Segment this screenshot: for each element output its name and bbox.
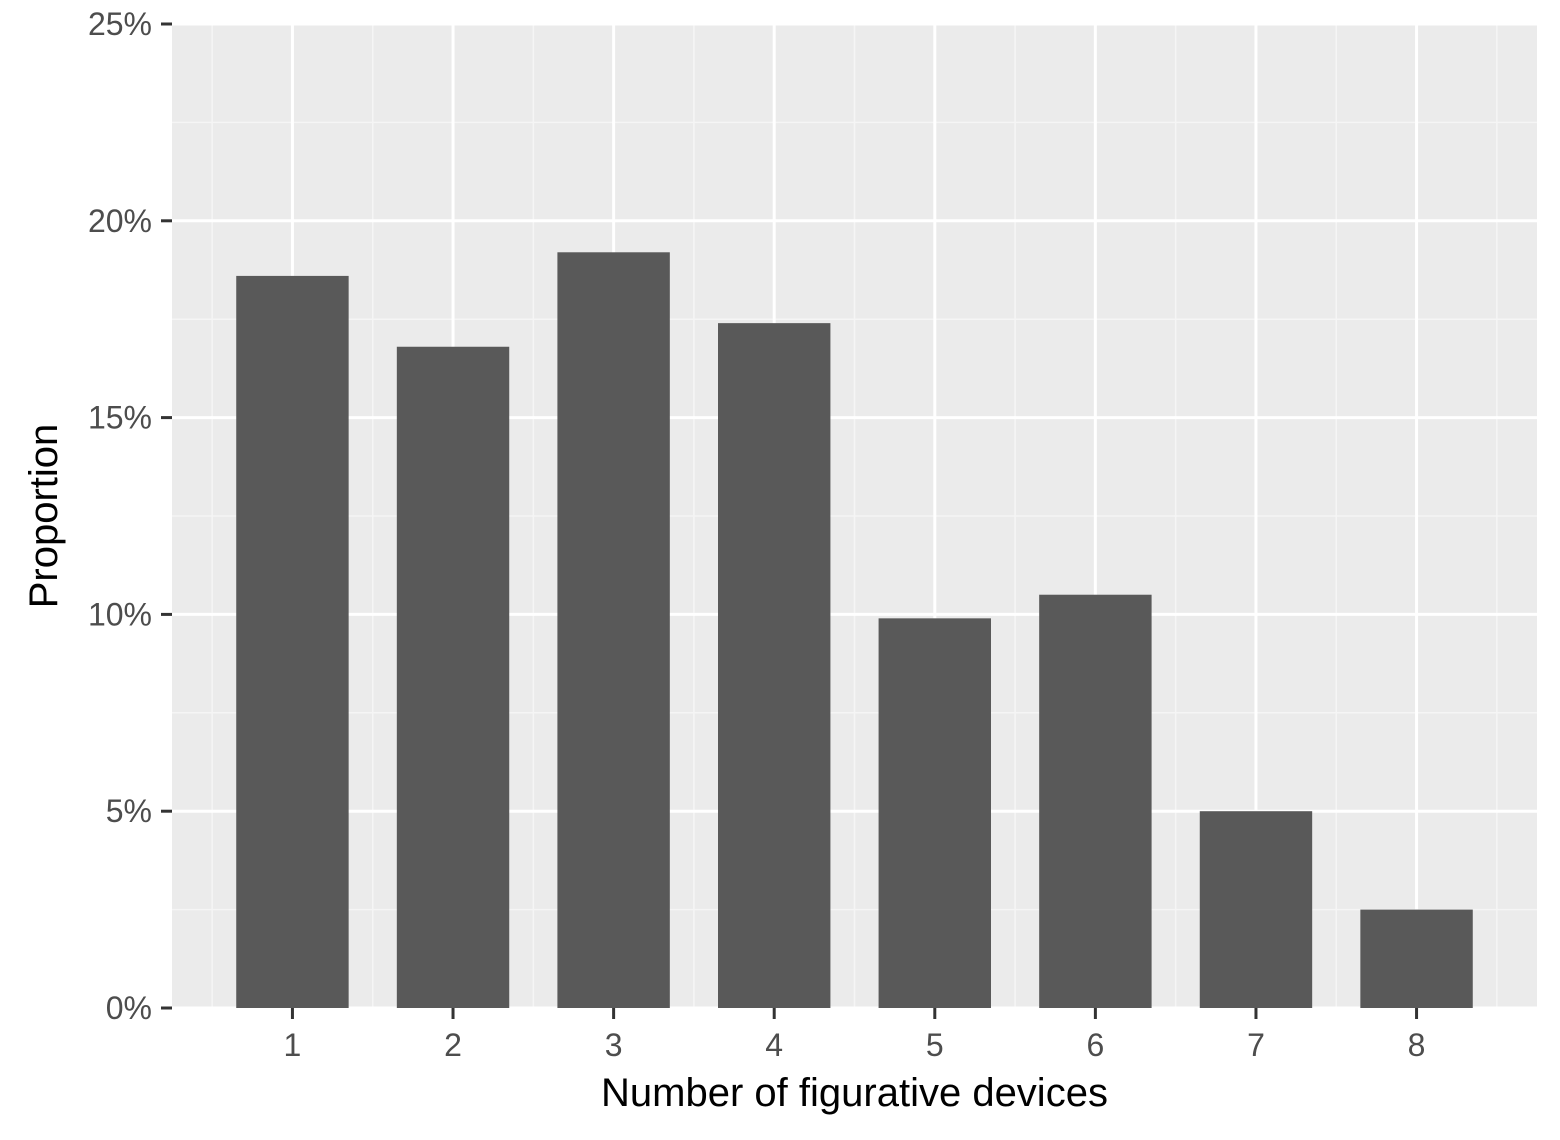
x-axis-title: Number of figurative devices: [601, 1071, 1108, 1115]
x-tick-label: 8: [1408, 1027, 1426, 1063]
y-tick-label: 5%: [106, 793, 152, 829]
y-axis-title: Proportion: [22, 424, 66, 609]
y-axis: 0% 5% 10% 15% 20% 25%: [88, 6, 172, 1026]
bar-1: [236, 275, 349, 1008]
bars: [236, 252, 1473, 1009]
y-tick-label: 10%: [88, 596, 152, 632]
bar-6: [1039, 594, 1152, 1008]
bar-2: [396, 346, 510, 1008]
x-tick-label: 4: [765, 1027, 783, 1063]
bar-8: [1360, 909, 1473, 1008]
y-tick-label: 0%: [106, 990, 152, 1026]
x-tick-label: 6: [1086, 1027, 1104, 1063]
bar-7: [1199, 811, 1313, 1008]
bar-4: [718, 323, 831, 1008]
x-tick-label: 7: [1247, 1027, 1265, 1063]
x-tick-label: 2: [444, 1027, 462, 1063]
y-tick-label: 15%: [88, 400, 152, 436]
bar-5: [878, 618, 991, 1008]
y-tick-label: 25%: [88, 6, 152, 42]
x-tick-label: 1: [284, 1027, 302, 1063]
x-tick-label: 3: [605, 1027, 623, 1063]
x-axis: 1 2 3 4 5 6 7 8: [284, 1008, 1426, 1063]
x-tick-label: 5: [926, 1027, 944, 1063]
y-tick-label: 20%: [88, 203, 152, 239]
bar-3: [557, 252, 670, 1009]
